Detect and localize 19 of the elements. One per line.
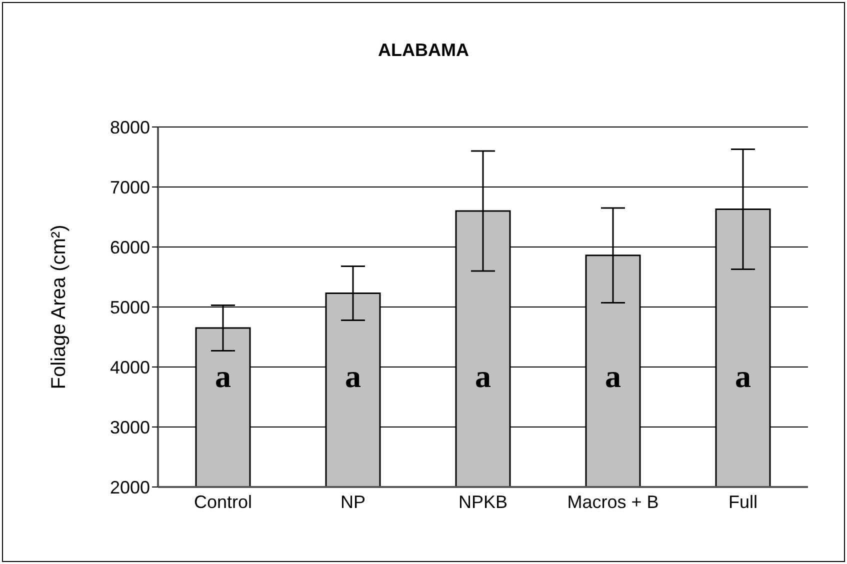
y-tick-label: 3000 — [110, 417, 150, 438]
y-tick-label: 6000 — [110, 237, 150, 258]
x-tick-label: Control — [194, 492, 252, 512]
chart-title: ALABAMA — [377, 40, 470, 61]
y-axis-title: Foliage Area (cm²) — [48, 224, 70, 390]
annotation: a — [345, 358, 361, 394]
y-tick-label: 4000 — [110, 357, 150, 378]
annotation: a — [605, 358, 621, 394]
annotation: a — [735, 358, 751, 394]
y-tick-label: 7000 — [110, 177, 150, 198]
x-tick-label: NPKB — [458, 492, 508, 512]
x-tick-label: Macros + B — [567, 492, 659, 512]
x-tick-label: NP — [340, 492, 366, 512]
annotation: a — [215, 358, 231, 394]
x-tick-label: Full — [728, 492, 758, 512]
y-tick-label: 5000 — [110, 297, 150, 318]
y-tick-label: 2000 — [110, 477, 150, 498]
annotation: a — [475, 358, 491, 394]
y-tick-label: 8000 — [110, 117, 150, 138]
